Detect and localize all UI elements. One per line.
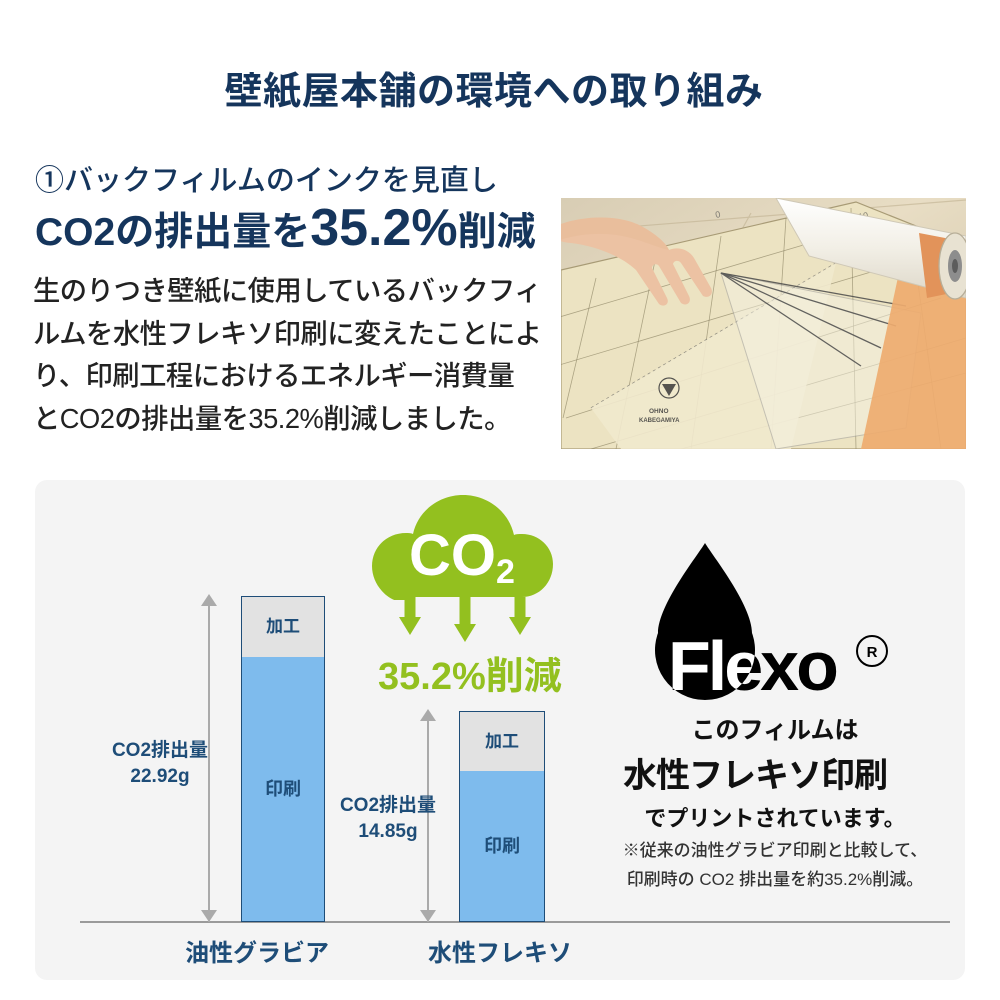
svg-text:R: R	[867, 644, 878, 661]
